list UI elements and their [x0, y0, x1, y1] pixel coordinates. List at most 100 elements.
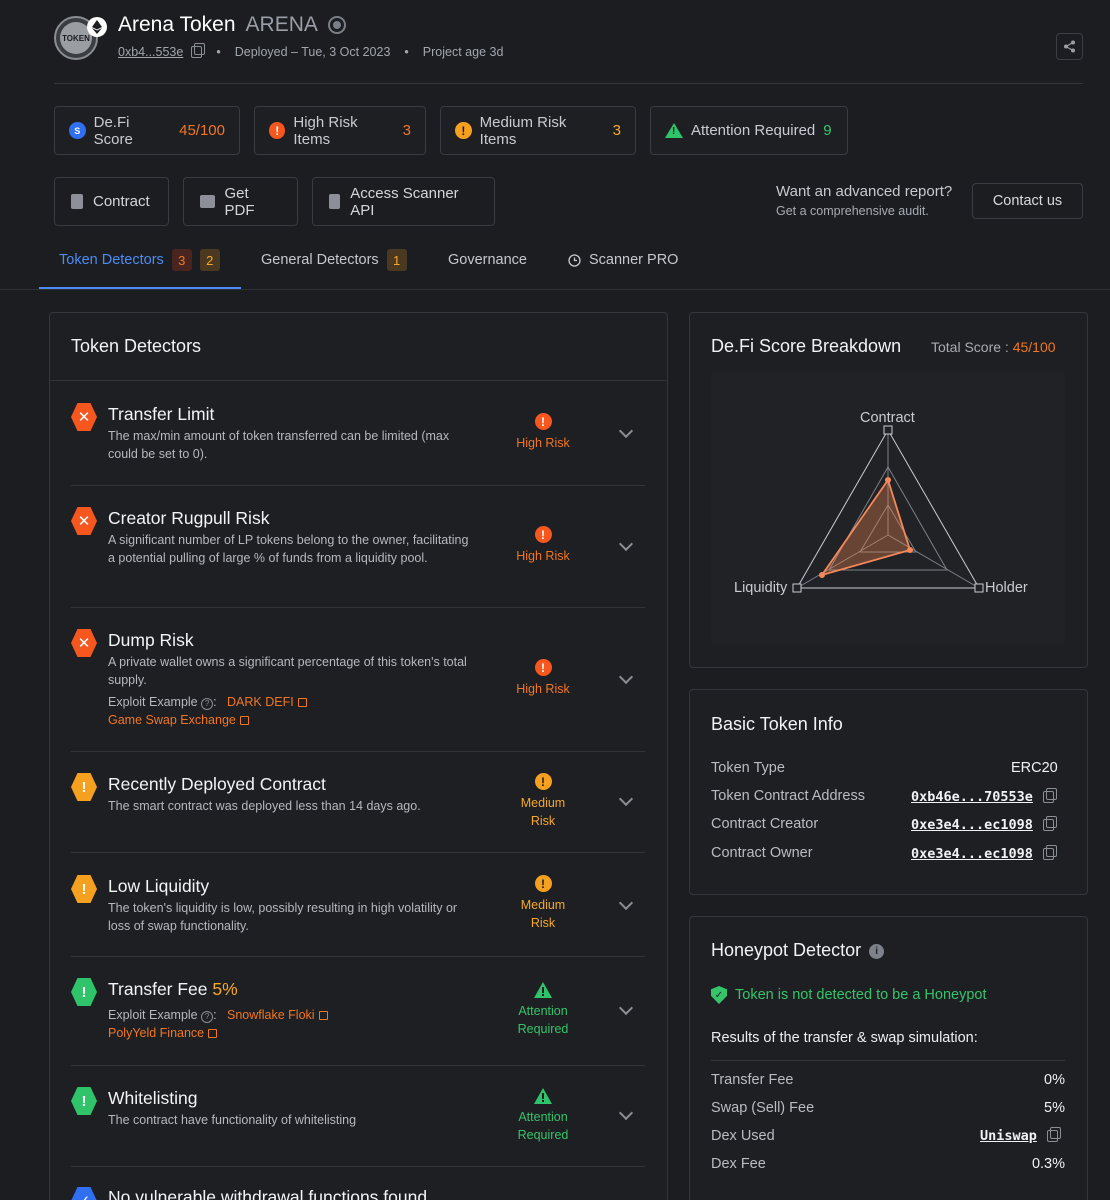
- chevron-down-icon[interactable]: [618, 423, 634, 439]
- medium-risk-chip[interactable]: ! Medium Risk Items 3: [440, 106, 636, 155]
- copy-icon[interactable]: [191, 43, 206, 58]
- radar-axis-contract: Contract: [860, 410, 915, 426]
- chevron-down-icon[interactable]: [618, 536, 634, 552]
- exploit-link[interactable]: DARK DEFI: [227, 695, 294, 709]
- chevron-down-icon[interactable]: [618, 791, 634, 807]
- contract-address-row: 0xb46e...70553e: [911, 788, 1057, 805]
- share-button[interactable]: [1056, 33, 1083, 60]
- swap-fee-value: 5%: [1044, 1100, 1065, 1116]
- deployed-date: Deployed – Tue, 3 Oct 2023: [234, 45, 391, 59]
- medium-risk-icon: !: [455, 122, 472, 139]
- radar-axis-holder: Holder: [985, 580, 1028, 596]
- info-key: Contract Creator: [711, 816, 819, 832]
- detector-low-liquidity[interactable]: ! Low Liquidity The token's liquidity is…: [71, 874, 645, 956]
- high-risk-icon: !: [534, 526, 552, 543]
- help-icon[interactable]: ?: [201, 698, 214, 710]
- sim-key: Transfer Fee: [711, 1072, 794, 1088]
- high-risk-chip[interactable]: ! High Risk Items 3: [254, 106, 426, 155]
- detector-title: Transfer Limit: [108, 404, 215, 424]
- chevron-down-icon[interactable]: [618, 895, 634, 911]
- attention-icon: [534, 982, 552, 998]
- chevron-down-icon[interactable]: [618, 1105, 634, 1121]
- copy-icon[interactable]: [1042, 845, 1057, 860]
- detector-whitelisting[interactable]: ! Whitelisting The contract have functio…: [71, 1086, 645, 1166]
- contract-address-link[interactable]: 0xb46e...70553e: [911, 789, 1033, 805]
- exploit-link[interactable]: PolyYeld Finance: [108, 1026, 205, 1040]
- get-pdf-button[interactable]: Get PDF: [183, 177, 298, 226]
- detector-title: No vulnerable withdrawal functions found: [108, 1187, 428, 1200]
- radar-axis-liquidity: Liquidity: [734, 580, 788, 596]
- contract-creator-row: 0xe3e4...ec1098: [911, 816, 1057, 833]
- detector-description: The token's liquidity is low, possibly r…: [108, 901, 458, 933]
- exploit-link[interactable]: Snowflake Floki: [227, 1008, 315, 1022]
- check-icon: ✓: [71, 1187, 97, 1200]
- contract-creator-link[interactable]: 0xe3e4...ec1098: [911, 817, 1033, 833]
- chevron-down-icon[interactable]: [618, 1000, 634, 1016]
- dex-fee-value: 0.3%: [1031, 1156, 1065, 1172]
- contract-button[interactable]: Contract: [54, 177, 169, 226]
- medium-risk-icon: !: [71, 773, 97, 801]
- honeypot-heading: Honeypot Detector i: [711, 940, 885, 961]
- copy-icon[interactable]: [1046, 1127, 1061, 1142]
- high-risk-icon: !: [269, 122, 286, 139]
- attention-icon: !: [665, 123, 683, 138]
- honeypot-panel: [689, 916, 1088, 1200]
- risk-level: Attention Required: [501, 982, 585, 1038]
- detector-dump-risk[interactable]: ✕ Dump Risk A private wallet owns a sign…: [71, 628, 645, 750]
- row-divider: [71, 1166, 645, 1167]
- share-icon: [1064, 40, 1075, 53]
- panel-divider: [50, 380, 667, 381]
- defi-score-chip[interactable]: S De.Fi Score 45/100: [54, 106, 240, 155]
- copy-icon[interactable]: [1042, 788, 1057, 803]
- risk-level: ! High Risk: [516, 659, 570, 696]
- exploit-link[interactable]: Game Swap Exchange: [108, 713, 236, 727]
- chevron-down-icon[interactable]: [618, 669, 634, 685]
- contract-owner-link[interactable]: 0xe3e4...ec1098: [911, 846, 1033, 862]
- detector-title: Recently Deployed Contract: [108, 774, 326, 794]
- copy-icon[interactable]: [1042, 816, 1057, 831]
- detector-description: The contract have functionality of white…: [108, 1113, 357, 1127]
- info-icon[interactable]: i: [869, 944, 885, 959]
- detector-recently-deployed[interactable]: ! Recently Deployed Contract The smart c…: [71, 772, 645, 852]
- attention-icon: [534, 1088, 552, 1104]
- defi-logo-icon: S: [69, 122, 86, 139]
- basic-token-info-heading: Basic Token Info: [711, 714, 843, 734]
- pdf-icon: [200, 195, 215, 208]
- clock-icon: [568, 253, 581, 267]
- contract-owner-row: 0xe3e4...ec1098: [911, 845, 1057, 862]
- token-detectors-heading: Token Detectors: [71, 336, 202, 356]
- external-link-icon: [318, 1011, 328, 1020]
- row-divider: [71, 607, 645, 608]
- help-icon[interactable]: ?: [201, 1011, 214, 1023]
- external-link-icon: [297, 698, 307, 707]
- scanner-api-button[interactable]: Access Scanner API: [312, 177, 495, 226]
- tab-general-detectors[interactable]: General Detectors 1: [261, 249, 407, 271]
- dex-used-link[interactable]: Uniswap: [980, 1128, 1037, 1144]
- risk-level: ! High Risk: [516, 413, 570, 450]
- sim-key: Dex Fee: [711, 1156, 766, 1172]
- external-link-icon: [208, 1029, 218, 1038]
- detector-description: The smart contract was deployed less tha…: [108, 799, 421, 813]
- contact-us-button[interactable]: Contact us: [972, 183, 1083, 219]
- tab-scanner-pro[interactable]: Scanner PRO: [568, 252, 678, 268]
- info-key: Contract Owner: [711, 845, 813, 861]
- tab-governance[interactable]: Governance: [448, 252, 527, 268]
- detector-description: A significant number of LP tokens belong…: [108, 533, 469, 565]
- medium-risk-icon: !: [534, 773, 552, 790]
- detector-transfer-limit[interactable]: ✕ Transfer Limit The max/min amount of t…: [71, 402, 645, 486]
- high-risk-icon: !: [534, 413, 552, 430]
- token-address-link[interactable]: 0xb4...553e: [118, 45, 184, 59]
- tabs-divider: [0, 289, 1110, 290]
- detector-creator-rugpull[interactable]: ✕ Creator Rugpull Risk A significant num…: [71, 506, 645, 606]
- detector-withdrawal-functions[interactable]: ✓ No vulnerable withdrawal functions fou…: [71, 1185, 645, 1200]
- attention-icon: !: [71, 978, 97, 1006]
- tab-badge-high: 3: [171, 249, 192, 271]
- tab-token-detectors[interactable]: Token Detectors 3 2: [59, 249, 220, 271]
- detector-title: Dump Risk: [108, 630, 194, 650]
- detector-transfer-fee[interactable]: ! Transfer Fee 5% Exploit Example ?: Sno…: [71, 977, 645, 1065]
- attention-chip[interactable]: ! Attention Required 9: [650, 106, 848, 155]
- high-risk-x-icon: ✕: [71, 403, 97, 431]
- basic-token-info-panel: [689, 689, 1088, 895]
- risk-level: Attention Required: [501, 1088, 585, 1144]
- total-score: Total Score : 45/100: [931, 339, 1056, 355]
